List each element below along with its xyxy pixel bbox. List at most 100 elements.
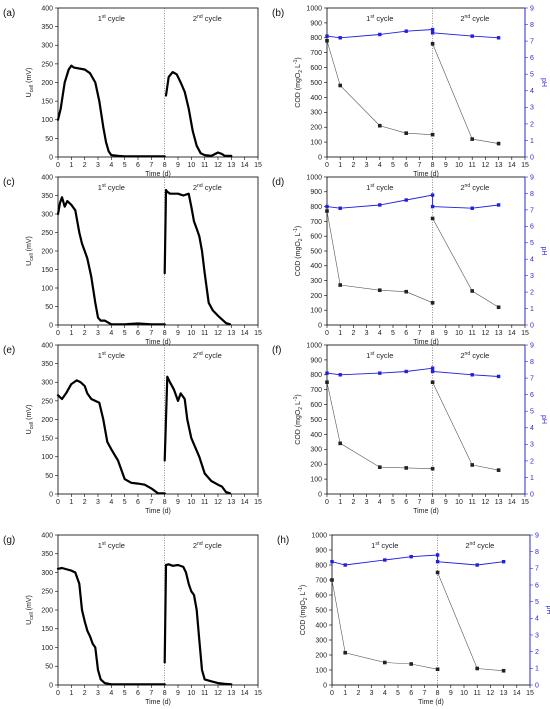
x-tick-label: 14 (508, 330, 516, 337)
cycle-label-second: 2nd cycle (193, 14, 222, 23)
x-tick-label: 9 (176, 690, 180, 697)
x-tick-label: 15 (254, 499, 262, 506)
ph-axis-label: pH (540, 247, 547, 256)
ph-tick-label: 2 (530, 290, 534, 297)
ph-point (430, 193, 435, 197)
x-tick-label: 15 (526, 690, 534, 697)
x-tick-label: 4 (378, 162, 382, 169)
y-tick-label: 500 (310, 248, 322, 255)
x-tick-label: 9 (176, 162, 180, 169)
cod-point (430, 466, 435, 471)
y-tick-label: 400 (41, 174, 53, 181)
x-tick-label: 2 (83, 499, 87, 506)
ucell-line-cycle-1 (56, 196, 166, 326)
panel-label: (d) (272, 177, 284, 188)
cod-point (338, 83, 342, 88)
x-tick-label: 13 (495, 162, 503, 169)
chart-panel-7: 0 1 2 3 4 5 6 7 8 9 10 11 12 13 14 15050100150200250300… (3, 532, 262, 706)
cycle-label-second: 2nd cycle (460, 351, 489, 360)
ph-tick-label: 7 (530, 39, 534, 46)
ph-tick-label: 3 (535, 632, 539, 639)
x-tick-label: 4 (378, 499, 382, 506)
x-tick-label: 0 (325, 162, 329, 169)
ph-tick-label: 0 (530, 491, 534, 498)
plot-frame (326, 344, 526, 495)
y-tick-label: 150 (41, 99, 53, 106)
ph-point (435, 553, 440, 557)
y-tick-label: 100 (310, 477, 322, 484)
y-tick-label: 300 (41, 570, 53, 577)
cod-point (325, 209, 329, 213)
ph-point (378, 32, 382, 37)
chart-panel-1: 0 1 2 3 4 5 6 7 8 9 10 11 12 13 14 15050100150200250300… (3, 5, 262, 178)
x-tick-label: 4 (109, 690, 113, 697)
ph-point (430, 27, 435, 32)
y-tick-label: 100 (310, 140, 322, 147)
y-tick-label: 700 (310, 219, 322, 226)
y-axis-label: Ucell (mV) (26, 68, 35, 98)
x-axis-label: Time (d) (145, 699, 171, 706)
ph-point (330, 559, 334, 564)
ph-tick-label: 6 (530, 224, 534, 231)
x-axis-label: Time (d) (413, 508, 439, 515)
y-tick-label: 250 (41, 589, 53, 596)
ph-point (378, 203, 382, 207)
x-tick-label: 13 (227, 162, 235, 169)
x-tick-label: 10 (187, 330, 195, 337)
x-tick-label: 6 (409, 690, 413, 697)
y-axis-label: COD (mgO2 L-1) (298, 585, 309, 635)
x-tick-label: 8 (431, 499, 435, 506)
cod-line-cycle-1 (326, 382, 433, 469)
ph-point (338, 36, 342, 40)
ph-tick-label: 4 (530, 257, 534, 264)
ph-tick-label: 1 (535, 666, 539, 673)
y-tick-label: 300 (315, 637, 327, 644)
y-tick-label: 100 (41, 454, 53, 461)
y-axis-label: COD (mgO2 L-1) (293, 57, 304, 107)
ph-tick-label: 1 (530, 475, 534, 482)
x-tick-label: 10 (187, 690, 195, 697)
y-tick-label: 200 (41, 607, 53, 614)
x-tick-label: 7 (417, 499, 421, 506)
ph-tick-label: 5 (535, 599, 539, 606)
x-tick-label: 1 (69, 499, 73, 506)
ph-tick-label: 2 (530, 121, 534, 128)
x-tick-label: 11 (469, 330, 476, 337)
cod-point (435, 667, 440, 672)
y-tick-label: 900 (310, 357, 322, 364)
y-axis-label: Ucell (mV) (26, 236, 35, 266)
chart-panel-5: 0 1 2 3 4 5 6 7 8 9 10 11 12 13 14 15050100150200250300… (3, 342, 262, 515)
ph-tick-label: 7 (530, 207, 534, 214)
y-tick-label: 1000 (306, 5, 322, 12)
x-tick-label: 10 (187, 162, 195, 169)
y-tick-label: 350 (41, 193, 53, 200)
x-tick-label: 14 (508, 162, 516, 169)
ph-line (331, 554, 504, 566)
ph-tick-label: 5 (530, 409, 534, 416)
x-tick-label: 6 (136, 690, 140, 697)
x-tick-label: 12 (487, 690, 495, 697)
ph-point (430, 366, 435, 370)
cod-point (470, 137, 474, 141)
ph-point (378, 371, 382, 375)
x-tick-label: 10 (187, 499, 195, 506)
x-tick-label: 2 (83, 162, 87, 169)
ucell-line-cycle-2 (163, 188, 232, 326)
x-axis-label: Time (d) (413, 339, 439, 346)
cod-point (470, 289, 474, 293)
cod-point (435, 570, 440, 575)
x-axis-label: Time (d) (145, 339, 171, 346)
ucell-line-cycle-2 (164, 70, 233, 157)
y-tick-label: 200 (41, 248, 53, 255)
x-tick-label: 8 (163, 330, 167, 337)
cycle-label-first: 1st cycle (371, 541, 398, 550)
ph-tick-label: 9 (530, 342, 534, 349)
x-tick-label: 6 (404, 330, 408, 337)
y-axis-label: COD (mgO2 L-1) (293, 394, 304, 444)
ph-tick-label: 5 (530, 72, 534, 79)
ph-tick-label: 6 (530, 55, 534, 62)
ph-tick-label: 1 (530, 306, 534, 313)
x-tick-label: 5 (391, 330, 395, 337)
cod-line-cycle-1 (326, 40, 433, 135)
ph-point (409, 554, 413, 559)
